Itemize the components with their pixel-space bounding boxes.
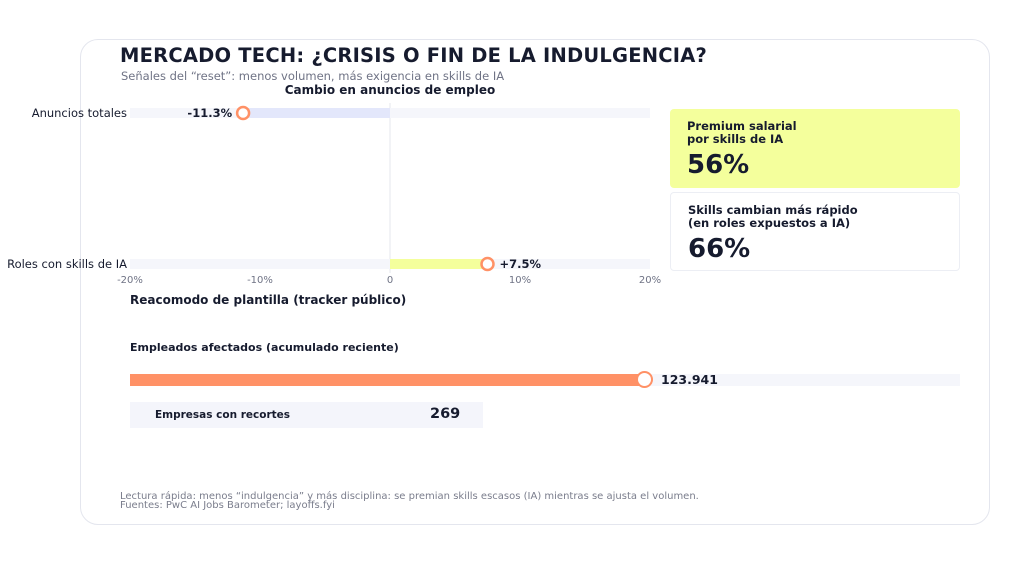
companies-label: Empresas con recortes	[155, 409, 291, 421]
category-label: Anuncios totales	[32, 106, 127, 120]
kpi-card-salary-premium: Premium salarial por skills de IA 56%	[670, 109, 960, 188]
kpi-label: Skills cambian más rápido (en roles expu…	[688, 203, 858, 230]
page-title: MERCADO TECH: ¿CRISIS O FIN DE LA INDULG…	[120, 44, 708, 67]
companies-value: 269	[430, 406, 461, 422]
x-tick-label: 20%	[639, 275, 661, 286]
kpi-label: Premium salarial por skills de IA	[687, 119, 797, 146]
section-title: Reacomodo de plantilla (tracker público)	[130, 293, 407, 307]
data-label: -11.3%	[187, 106, 232, 120]
category-label: Roles con skills de IA	[7, 257, 127, 271]
companies-box	[130, 402, 483, 428]
page-subtitle: Señales del “reset”: menos volumen, más …	[121, 69, 505, 83]
footer-sources: Fuentes: PwC AI Jobs Barometer; layoffs.…	[120, 500, 335, 511]
diverging-chart-title: Cambio en anuncios de empleo	[284, 83, 496, 97]
x-tick-label: -20%	[117, 275, 143, 286]
kpi-value: 66%	[688, 234, 751, 264]
x-tick-label: -10%	[247, 275, 273, 286]
footer-reading: Lectura rápida: menos “indulgencia” y má…	[120, 491, 699, 502]
bar	[390, 259, 488, 269]
kpi-value: 56%	[687, 150, 750, 180]
bar	[243, 108, 390, 118]
x-tick-label: 10%	[509, 275, 531, 286]
data-label: +7.5%	[500, 257, 542, 271]
diverging-bar-chart: Anuncios totales -11.3% Roles con skills d…	[7, 103, 661, 286]
employees-bar	[130, 374, 645, 386]
kpi-card-skills-change: Skills cambian más rápido (en roles expu…	[670, 192, 960, 271]
employees-title: Empleados afectados (acumulado reciente)	[130, 341, 399, 354]
bar-end-marker	[235, 105, 251, 121]
x-tick-label: 0	[387, 275, 393, 286]
employees-value: 123.941	[661, 372, 718, 387]
bar-end-marker	[480, 256, 495, 272]
employees-bar-marker	[635, 371, 653, 388]
